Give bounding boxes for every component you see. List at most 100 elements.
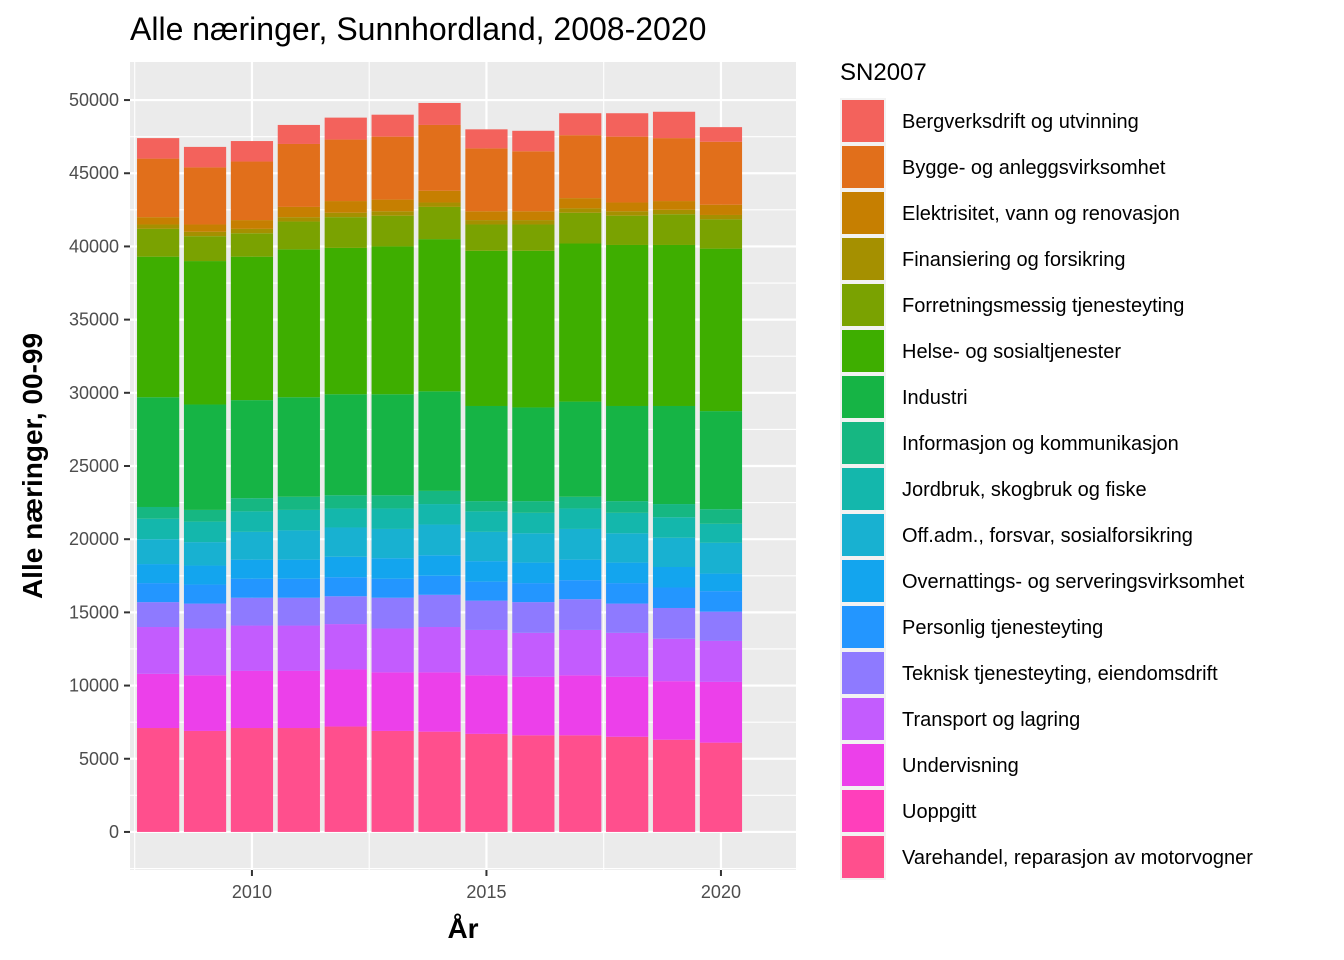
bar-segment xyxy=(465,733,508,832)
bar-segment xyxy=(277,530,320,560)
bar-segment xyxy=(371,628,414,673)
legend-swatch xyxy=(842,790,884,832)
legend-swatch xyxy=(842,330,884,372)
bar-segment xyxy=(559,212,602,244)
bar-segment xyxy=(183,565,227,585)
bar-segment xyxy=(652,567,696,588)
legend-swatch xyxy=(842,422,884,464)
bar-segment xyxy=(371,114,414,137)
bar-segment xyxy=(230,597,274,626)
bar-segment xyxy=(277,496,320,510)
bar-segment xyxy=(324,577,367,597)
legend-label: Informasjon og kommunikasjon xyxy=(902,433,1179,455)
bar-segment xyxy=(137,564,180,584)
bar-segment xyxy=(418,524,461,556)
legend-label: Bergverksdrift og utvinning xyxy=(902,111,1139,133)
y-axis: 0 5000 10000 15000 20000 25000 30000 35000 40000… xyxy=(69,90,130,842)
bar-segment xyxy=(137,583,180,603)
bar-segment xyxy=(606,405,649,502)
bar-segment xyxy=(183,542,227,566)
bar-segment xyxy=(512,512,555,534)
bar-segment xyxy=(465,561,508,582)
bar-segment xyxy=(324,394,367,496)
bar-segment xyxy=(230,400,274,499)
bar-segment xyxy=(512,224,555,251)
bar-segment xyxy=(699,248,743,412)
bar-segment xyxy=(418,190,461,203)
bar-segment xyxy=(512,220,555,225)
bar-segment xyxy=(371,578,414,598)
legend-label: Bygge- og anleggsvirksomhet xyxy=(902,157,1166,179)
bar-segment xyxy=(465,600,508,630)
bar-segment xyxy=(606,736,649,832)
bar-segment xyxy=(137,539,180,565)
bar-segment xyxy=(371,246,414,395)
bar-segment xyxy=(512,632,555,677)
bar-segment xyxy=(183,231,227,237)
bar-segment xyxy=(559,198,602,209)
bar-segment xyxy=(699,542,743,574)
bar-segment xyxy=(559,113,602,136)
bar-segment xyxy=(465,224,508,251)
bar-segment xyxy=(699,509,743,524)
bar-segment xyxy=(418,124,461,191)
legend-swatch xyxy=(842,744,884,786)
x-axis-title: År xyxy=(447,913,478,944)
bar-segment xyxy=(699,127,743,142)
legend-label: Finansiering og forsikring xyxy=(902,249,1125,271)
bar-segment xyxy=(324,556,367,578)
bar-segment xyxy=(183,521,227,543)
legend-swatch xyxy=(842,284,884,326)
legend-swatch xyxy=(842,468,884,510)
bars-layer xyxy=(137,102,743,832)
bar-segment xyxy=(512,676,555,736)
x-tick-label: 2010 xyxy=(232,882,272,902)
chart-title: Alle næringer, Sunnhordland, 2008-2020 xyxy=(130,11,706,47)
bar-segment xyxy=(699,214,743,220)
legend: Bergverksdrift og utvinning Bygge- og anl… xyxy=(840,98,1253,880)
bar-segment xyxy=(371,558,414,579)
bar-segment xyxy=(652,111,696,139)
legend-label: Off.adm., forsvar, sosialforsikring xyxy=(902,525,1193,547)
bar-segment xyxy=(183,730,227,832)
bar-segment xyxy=(230,531,274,560)
bar-segment xyxy=(277,578,320,598)
bar-segment xyxy=(559,208,602,213)
legend-label: Uoppgitt xyxy=(902,801,977,823)
bar-segment xyxy=(137,627,180,674)
bar-segment xyxy=(277,670,320,729)
bar-segment xyxy=(324,201,367,213)
y-tick-label: 5000 xyxy=(79,749,119,769)
bar-segment xyxy=(652,244,696,406)
bar-segment xyxy=(699,411,743,510)
legend-label: Forretningsmessig tjenesteyting xyxy=(902,295,1184,317)
bar-segment xyxy=(137,728,180,832)
bar-segment xyxy=(371,597,414,629)
y-tick-label: 10000 xyxy=(69,676,119,696)
bar-segment xyxy=(277,397,320,497)
y-tick-label: 30000 xyxy=(69,383,119,403)
bar-segment xyxy=(512,583,555,603)
bar-segment xyxy=(699,141,743,205)
bar-segment xyxy=(699,523,743,543)
bar-segment xyxy=(371,199,414,212)
bar-segment xyxy=(652,504,696,518)
bar-segment xyxy=(652,739,696,832)
y-tick-label: 40000 xyxy=(69,236,119,256)
bar-segment xyxy=(277,728,320,832)
bar-segment xyxy=(465,581,508,601)
bar-segment xyxy=(137,506,180,519)
bar-segment xyxy=(606,215,649,245)
bar-segment xyxy=(559,401,602,497)
bar-segment xyxy=(371,672,414,731)
bar-segment xyxy=(512,562,555,584)
bar-segment xyxy=(512,130,555,152)
bar-segment xyxy=(559,599,602,630)
bar-segment xyxy=(371,508,414,529)
bar-segment xyxy=(465,250,508,406)
bar-segment xyxy=(137,138,180,159)
bar-segment xyxy=(559,629,602,676)
bar-segment xyxy=(418,575,461,595)
bar-segment xyxy=(559,675,602,736)
